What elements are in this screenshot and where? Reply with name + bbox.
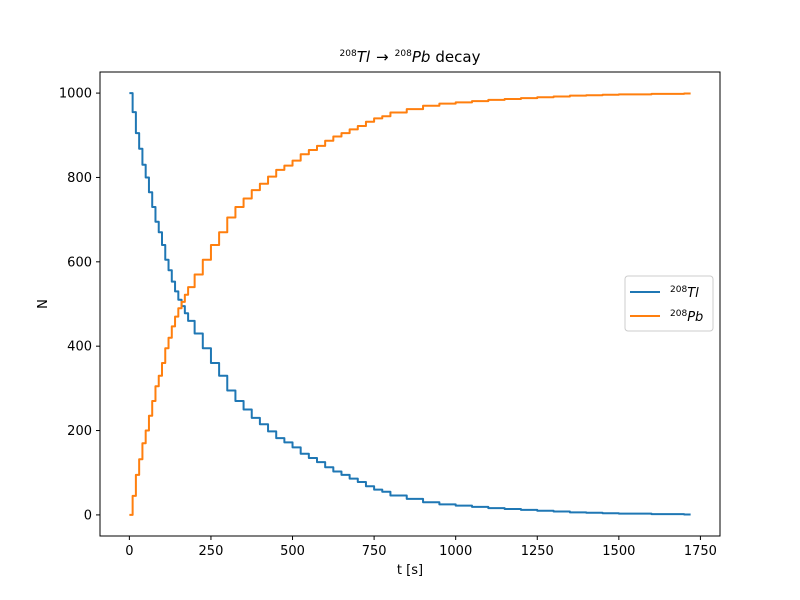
axes-frame: [99, 71, 721, 537]
y-tick-label: 800: [67, 171, 92, 186]
x-tick-label: 500: [280, 544, 305, 559]
legend-mass-tl: 208: [670, 285, 687, 295]
title-mass-a: 208: [340, 49, 357, 59]
chart-title: 208Tl → 208Pb decay: [340, 48, 481, 66]
y-tick-label: 600: [67, 255, 92, 270]
legend-label-pb: 208Pb: [670, 309, 703, 325]
x-tick-label: 1000: [439, 544, 472, 559]
x-tick-label: 250: [199, 544, 224, 559]
x-tick-label: 1750: [684, 544, 717, 559]
plot-area: [129, 92, 691, 516]
y-tick-label: 200: [67, 424, 92, 439]
title-mass-b: 208: [395, 49, 412, 59]
y-tick-label: 400: [67, 340, 92, 355]
x-tick-label: 1250: [521, 544, 554, 559]
x-axis-label: t [s]: [397, 563, 423, 578]
y-tick-label: 1000: [59, 87, 92, 102]
legend-label-tl: 208Tl: [670, 285, 699, 301]
legend-mass-pb: 208: [670, 309, 687, 319]
title-word: decay: [435, 48, 480, 66]
x-tick-label: 750: [362, 544, 387, 559]
title-symbol-b: Pb: [412, 48, 431, 66]
series-line-pb: [129, 92, 691, 516]
series-line-tl: [129, 92, 691, 516]
legend: 208Tl 208Pb: [624, 275, 714, 332]
x-axis-ticks: 0 250 500 750 1000 1250 1500 1750: [125, 536, 717, 559]
y-tick-label: 0: [84, 508, 92, 523]
title-symbol-a: Tl: [357, 48, 371, 66]
legend-box: [624, 275, 714, 332]
y-axis-ticks: 0 200 400 600 800 1000: [59, 87, 100, 523]
legend-symbol-tl: Tl: [687, 286, 699, 301]
x-tick-label: 1500: [602, 544, 635, 559]
x-tick-label: 0: [125, 544, 133, 559]
legend-symbol-pb: Pb: [687, 310, 703, 325]
y-axis-label: N: [36, 299, 51, 309]
title-arrow: →: [376, 48, 389, 66]
